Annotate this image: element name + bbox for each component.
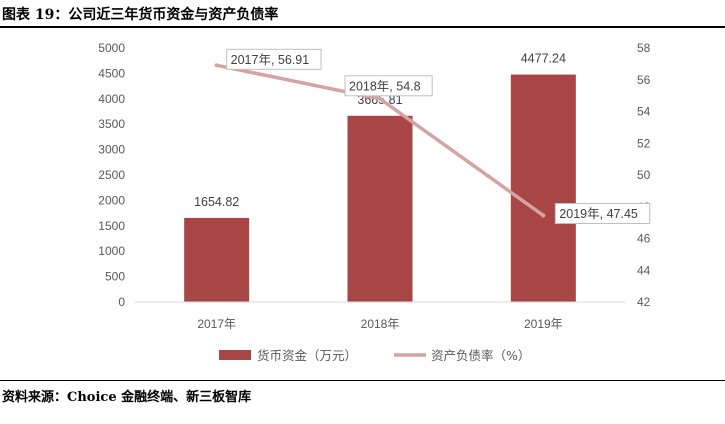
left-tick-label: 0 xyxy=(118,295,125,309)
line-value-label: 2018年, 54.8 xyxy=(349,79,421,93)
right-tick-label: 46 xyxy=(637,232,651,246)
line-label-box xyxy=(344,75,433,97)
line-data-labels: 2017年, 56.91 2018年, 54.8 2019年, 47.45 xyxy=(226,48,651,224)
left-tick-label: 1500 xyxy=(98,219,125,233)
right-axis: 424446485052545658 xyxy=(637,41,651,309)
legend: 货币资金（万元） 资产负债率（%） xyxy=(219,348,530,363)
source-note: 资料来源：Choice 金融终端、新三板智库 xyxy=(2,390,252,405)
line-point xyxy=(214,63,219,68)
bar xyxy=(184,217,250,302)
bar xyxy=(510,74,576,302)
line-label-box xyxy=(226,48,322,70)
left-tick-label: 1000 xyxy=(98,244,125,258)
left-tick-label: 3500 xyxy=(98,117,125,131)
line-label-box xyxy=(554,202,651,224)
line-value-label: 2017年, 56.91 xyxy=(231,53,310,67)
x-axis: 2017年 2018年 2019年 xyxy=(197,317,562,331)
left-tick-label: 5000 xyxy=(98,41,125,55)
line-point xyxy=(541,213,546,218)
right-tick-label: 52 xyxy=(637,136,651,150)
right-tick-label: 42 xyxy=(637,295,651,309)
left-tick-label: 4500 xyxy=(98,66,125,80)
bar xyxy=(347,115,413,302)
line-value-label: 2019年, 47.45 xyxy=(559,207,638,221)
bar-value-label: 1654.82 xyxy=(194,195,239,209)
left-tick-label: 4000 xyxy=(98,92,125,106)
right-tick-label: 58 xyxy=(637,41,651,55)
legend-bar-swatch xyxy=(219,350,251,360)
line-series xyxy=(214,63,546,218)
top-rule xyxy=(0,26,725,28)
left-tick-label: 2500 xyxy=(98,168,125,182)
line-point xyxy=(378,96,382,101)
x-tick-label: 2018年 xyxy=(361,317,400,331)
bottom-rule xyxy=(0,380,725,381)
combo-chart: 0 500 1000 1500 2000 2500 3000 3500 4000 4500 5000… xyxy=(98,41,651,363)
left-tick-label: 2000 xyxy=(98,193,125,207)
left-axis: 0 500 1000 1500 2000 2500 3000 3500 4000 4500 5000 xyxy=(98,41,125,309)
figure-title: 图表 19：公司近三年货币资金与资产负债率 xyxy=(2,7,279,23)
legend-line-label: 资产负债率（%） xyxy=(431,348,530,363)
legend-bar-label: 货币资金（万元） xyxy=(257,348,357,363)
right-tick-label: 56 xyxy=(637,73,651,87)
left-tick-label: 500 xyxy=(105,270,125,284)
right-tick-label: 50 xyxy=(637,168,651,182)
bar-value-label: 4477.24 xyxy=(521,52,566,66)
x-tick-label: 2017年 xyxy=(197,317,236,331)
bar-series xyxy=(184,74,576,302)
right-tick-label: 54 xyxy=(637,105,651,119)
x-tick-label: 2019年 xyxy=(524,317,563,331)
left-tick-label: 3000 xyxy=(98,143,125,157)
right-tick-label: 44 xyxy=(637,263,651,277)
